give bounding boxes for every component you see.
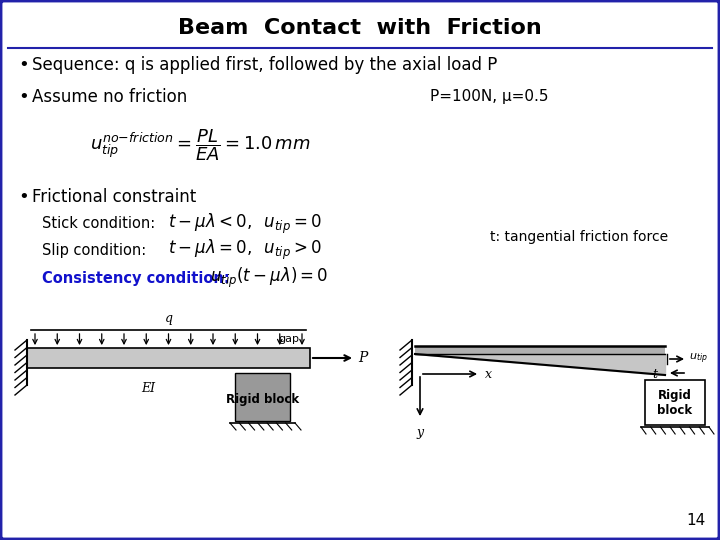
Text: Rigid
block: Rigid block <box>657 388 693 416</box>
Text: Frictional constraint: Frictional constraint <box>32 188 197 206</box>
Text: q: q <box>164 312 173 325</box>
Bar <box>27 348 310 368</box>
Bar <box>235 373 290 421</box>
Text: Beam  Contact  with  Friction: Beam Contact with Friction <box>178 18 542 38</box>
Text: gap: gap <box>278 334 299 344</box>
Text: $t - \mu\lambda = 0, \;\; u_{tip} > 0$: $t - \mu\lambda = 0, \;\; u_{tip} > 0$ <box>168 238 322 262</box>
Text: Stick condition:: Stick condition: <box>42 217 156 232</box>
Text: $t - \mu\lambda < 0, \;\; u_{tip} = 0$: $t - \mu\lambda < 0, \;\; u_{tip} = 0$ <box>168 212 322 236</box>
Text: •: • <box>18 188 29 206</box>
Text: $u_{tip}^{no\mathrm{-}friction} = \dfrac{PL}{EA} = 1.0\,mm$: $u_{tip}^{no\mathrm{-}friction} = \dfrac… <box>90 127 311 163</box>
Text: $u_{tip}$: $u_{tip}$ <box>689 352 708 366</box>
Text: P=100N, μ=0.5: P=100N, μ=0.5 <box>430 90 549 105</box>
Text: t: t <box>652 368 657 381</box>
Text: •: • <box>18 56 29 74</box>
Text: EI: EI <box>141 382 156 395</box>
Text: Rigid block: Rigid block <box>226 393 299 406</box>
Text: •: • <box>18 88 29 106</box>
Text: Slip condition:: Slip condition: <box>42 242 146 258</box>
Text: t: tangential friction force: t: tangential friction force <box>490 230 668 244</box>
Text: $u_{tip}(t - \mu\lambda) = 0$: $u_{tip}(t - \mu\lambda) = 0$ <box>210 266 328 290</box>
Bar <box>645 380 705 425</box>
Text: Assume no friction: Assume no friction <box>32 88 187 106</box>
Text: y: y <box>416 426 423 439</box>
Text: Sequence: q is applied first, followed by the axial load P: Sequence: q is applied first, followed b… <box>32 56 498 74</box>
Text: x: x <box>485 368 492 381</box>
Bar <box>415 346 665 354</box>
Text: P: P <box>358 351 367 365</box>
Text: 14: 14 <box>687 513 706 528</box>
Text: Consistency condition:: Consistency condition: <box>42 271 230 286</box>
